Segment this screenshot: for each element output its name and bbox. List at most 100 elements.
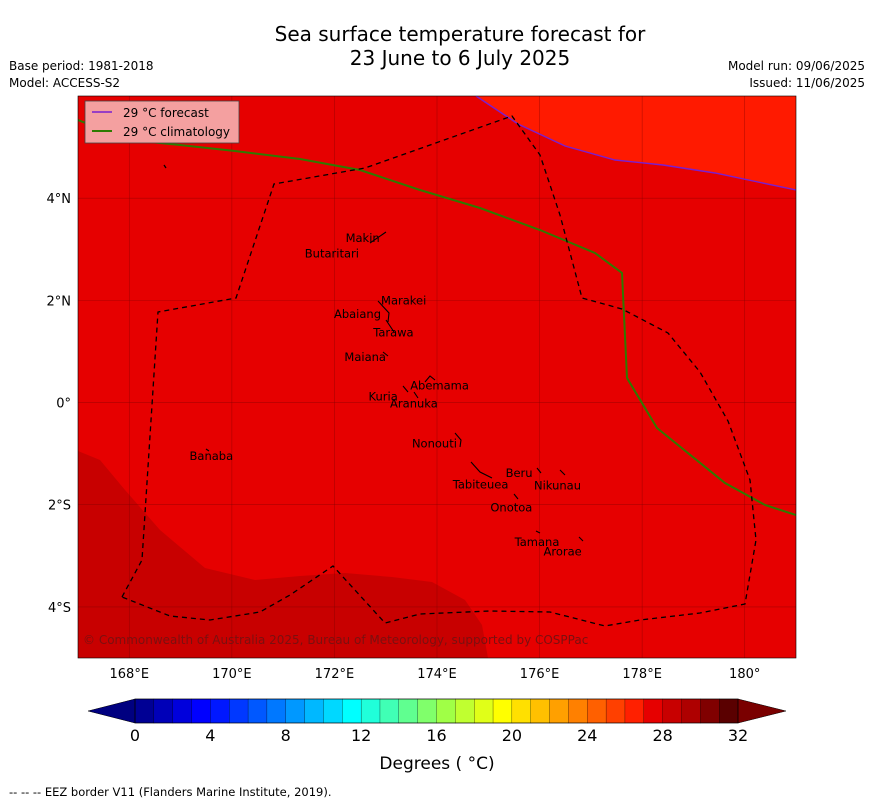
colorbar-under-arrow — [87, 698, 136, 724]
colorbar-segment — [474, 698, 494, 724]
island-label: Abemama — [410, 379, 469, 393]
colorbar-segment — [587, 698, 607, 724]
colorbar-segment — [323, 698, 343, 724]
lon-tick-label: 178°E — [622, 667, 662, 682]
colorbar-tick-label: 28 — [652, 726, 672, 745]
colorbar-segment — [530, 698, 551, 724]
colorbar-segment — [191, 698, 211, 724]
colorbar-segment — [210, 698, 230, 724]
island-markers — [205, 231, 584, 542]
island-label: Onotoa — [490, 500, 532, 514]
legend-forecast-label: 29 °C forecast — [123, 106, 209, 120]
colorbar-tick-label: 24 — [577, 726, 597, 745]
island-label: Arorae — [544, 545, 582, 559]
meta-right: Model run: 09/06/2025 Issued: 11/06/2025 — [728, 58, 865, 92]
lat-tick-label: 0° — [56, 397, 71, 412]
model-run: Model run: 09/06/2025 — [727, 59, 865, 73]
legend-box: 29 °C forecast 29 °C climatology — [84, 100, 240, 144]
sst-warm-region — [476, 96, 796, 190]
colorbar-tick-label: 12 — [351, 726, 371, 745]
colorbar-segment — [568, 698, 588, 724]
gridlines — [78, 96, 796, 658]
colorbar-segment — [605, 698, 626, 724]
eez-border — [121, 115, 757, 627]
colorbar-segment — [624, 698, 645, 724]
colorbar-segment — [172, 698, 193, 724]
lon-tick-label: 174°E — [417, 667, 457, 682]
colorbar-segment — [700, 698, 720, 724]
island-label: Butaritari — [305, 246, 359, 260]
colorbar-segment — [511, 698, 532, 724]
colorbar-segment — [342, 698, 362, 724]
page-title: Sea surface temperature forecast for 23 … — [0, 22, 873, 70]
colorbar-segment — [379, 698, 400, 724]
colorbar-segment — [304, 698, 324, 724]
island-label: Beru — [506, 466, 533, 480]
colorbar-segment — [662, 698, 683, 724]
colorbar-segment — [266, 698, 287, 724]
colorbar-segment — [417, 698, 438, 724]
colorbar: 0 4 8 12 16 20 24 28 32 Degrees ( °C) — [87, 698, 787, 774]
lon-tick-label: 180° — [729, 667, 760, 682]
issued-date: Issued: 11/06/2025 — [749, 76, 865, 90]
title-line-1: Sea surface temperature forecast for — [274, 22, 646, 46]
colorbar-tick-label: 20 — [502, 726, 522, 745]
island-label: Banaba — [190, 449, 234, 463]
colorbar-label: Degrees ( °C) — [379, 754, 494, 774]
sst-cool-region — [78, 451, 488, 658]
island-label: Tamana — [514, 535, 560, 549]
island-label: Tarawa — [372, 326, 413, 340]
lat-tick-label: 2°N — [47, 294, 72, 309]
meta-left: Base period: 1981-2018 Model: ACCESS-S2 — [9, 58, 154, 92]
colorbar-segment — [134, 698, 155, 724]
colorbar-segment — [681, 698, 701, 724]
island-label: Marakei — [381, 293, 426, 307]
lon-tick-label: 176°E — [520, 667, 560, 682]
map-frame — [77, 95, 797, 659]
colorbar-segment — [492, 698, 513, 724]
colorbar-segment — [455, 698, 475, 724]
colorbar-segment — [549, 698, 569, 724]
colorbar-over-arrow — [737, 698, 787, 724]
base-period: Base period: 1981-2018 — [9, 59, 154, 73]
colorbar-tick-labels: 0 4 8 12 16 20 24 28 32 — [130, 726, 748, 745]
copyright-text: © Commonwealth of Australia 2025, Bureau… — [83, 633, 588, 647]
lon-tick-label: 170°E — [212, 667, 252, 682]
colorbar-segment — [285, 698, 306, 724]
colorbar-frame — [134, 698, 739, 724]
colorbar-segment — [398, 698, 419, 724]
island-label: Maiana — [344, 350, 386, 364]
colorbar-tick-label: 16 — [426, 726, 446, 745]
colorbar-segments — [134, 698, 739, 724]
island-label: Nonouti — [412, 436, 457, 450]
island-label: Aranuka — [390, 397, 438, 411]
island-label: Nikunau — [534, 478, 581, 492]
colorbar-segment — [229, 698, 249, 724]
colorbar-segment — [643, 698, 664, 724]
colorbar-tick-label: 0 — [130, 726, 140, 745]
title-line-2: 23 June to 6 July 2025 — [349, 46, 571, 70]
colorbar-tick-label: 8 — [281, 726, 291, 745]
climatology-29c-line — [78, 119, 796, 516]
colorbar-segment — [153, 698, 174, 724]
colorbar-segment — [360, 698, 381, 724]
lat-tick-label: 4°S — [48, 601, 71, 616]
island-label: Abaiang — [334, 307, 381, 321]
colorbar-segment — [436, 698, 456, 724]
island-label: Kuria — [369, 389, 398, 403]
colorbar-tick-label: 32 — [728, 726, 748, 745]
island-label: Makin — [346, 231, 380, 245]
lon-tick-label: 172°E — [315, 667, 355, 682]
legend-climatology-label: 29 °C climatology — [123, 125, 230, 139]
lat-tick-label: 4°N — [47, 192, 72, 207]
colorbar-segment — [719, 698, 739, 724]
lon-tick-label: 168°E — [110, 667, 150, 682]
longitude-tick-labels: 168°E 170°E 172°E 174°E 176°E 178°E 180° — [110, 667, 761, 682]
colorbar-tick-label: 4 — [205, 726, 215, 745]
island-label: Tabiteuea — [452, 477, 509, 491]
model-name: Model: ACCESS-S2 — [9, 76, 121, 90]
eez-footnote: -- -- -- EEZ border V11 (Flanders Marine… — [9, 785, 332, 799]
lat-tick-label: 2°S — [48, 499, 71, 514]
